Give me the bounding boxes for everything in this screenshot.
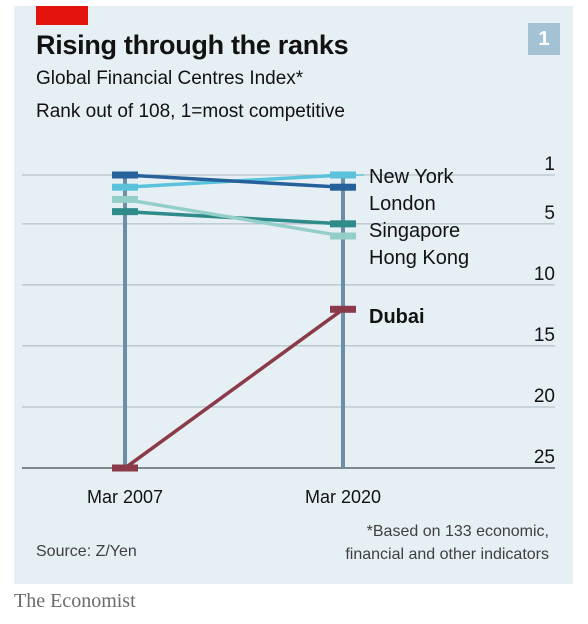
chart-subtitle: Global Financial Centres Index* [36, 68, 304, 89]
y-tick-label: 1 [544, 154, 555, 175]
y-tick-label: 10 [534, 264, 555, 285]
series-lines [123, 173, 345, 470]
x-axis-ticks: Mar 2007 Mar 2020 [87, 487, 381, 506]
footnote-line: *Based on 133 economic, [366, 523, 549, 540]
chart-number-badge: 1 [528, 23, 560, 55]
footnote-line: financial and other indicators [345, 546, 549, 563]
series-label-hong-kong: Hong Kong [369, 247, 469, 269]
series-label-london: London [369, 193, 436, 215]
series-line-hong-kong [124, 197, 344, 238]
footnote: *Based on 133 economic, financial and ot… [345, 520, 549, 566]
series-label-singapore: Singapore [369, 220, 460, 242]
source-note: Source: Z/Yen [36, 543, 137, 560]
series-marker-london [112, 171, 138, 179]
series-labels: New York London Singapore Hong Kong Dubai [356, 166, 469, 328]
series-line-london [124, 173, 344, 189]
series-markers [112, 171, 356, 472]
series-marker-new-york [112, 183, 138, 191]
brand-red-bar [36, 6, 88, 25]
series-marker-dubai [330, 305, 356, 313]
y-tick-label: 20 [534, 386, 555, 407]
series-line-dubai [123, 307, 345, 470]
series-marker-dubai [112, 464, 138, 472]
series-marker-new-york [330, 171, 356, 179]
x-tick-label: Mar 2007 [87, 487, 163, 506]
chart-card: 1 Rising through the ranks Global Financ… [14, 6, 573, 584]
series-marker-singapore [112, 208, 138, 216]
gridlines [22, 174, 555, 469]
series-marker-hong-kong [330, 232, 356, 240]
chart-title: Rising through the ranks [36, 30, 349, 60]
series-marker-london [330, 183, 356, 191]
series-label-new-york: New York [369, 166, 454, 188]
series-marker-hong-kong [112, 195, 138, 203]
series-label-dubai: Dubai [369, 306, 425, 328]
y-tick-label: 25 [534, 447, 555, 468]
y-tick-label: 5 [544, 203, 555, 224]
publisher-logo-text: The Economist [14, 590, 136, 612]
x-tick-label: Mar 2020 [305, 487, 381, 506]
chart-description: Rank out of 108, 1=most competitive [36, 101, 345, 122]
y-tick-label: 15 [534, 325, 555, 346]
series-marker-singapore [330, 220, 356, 228]
